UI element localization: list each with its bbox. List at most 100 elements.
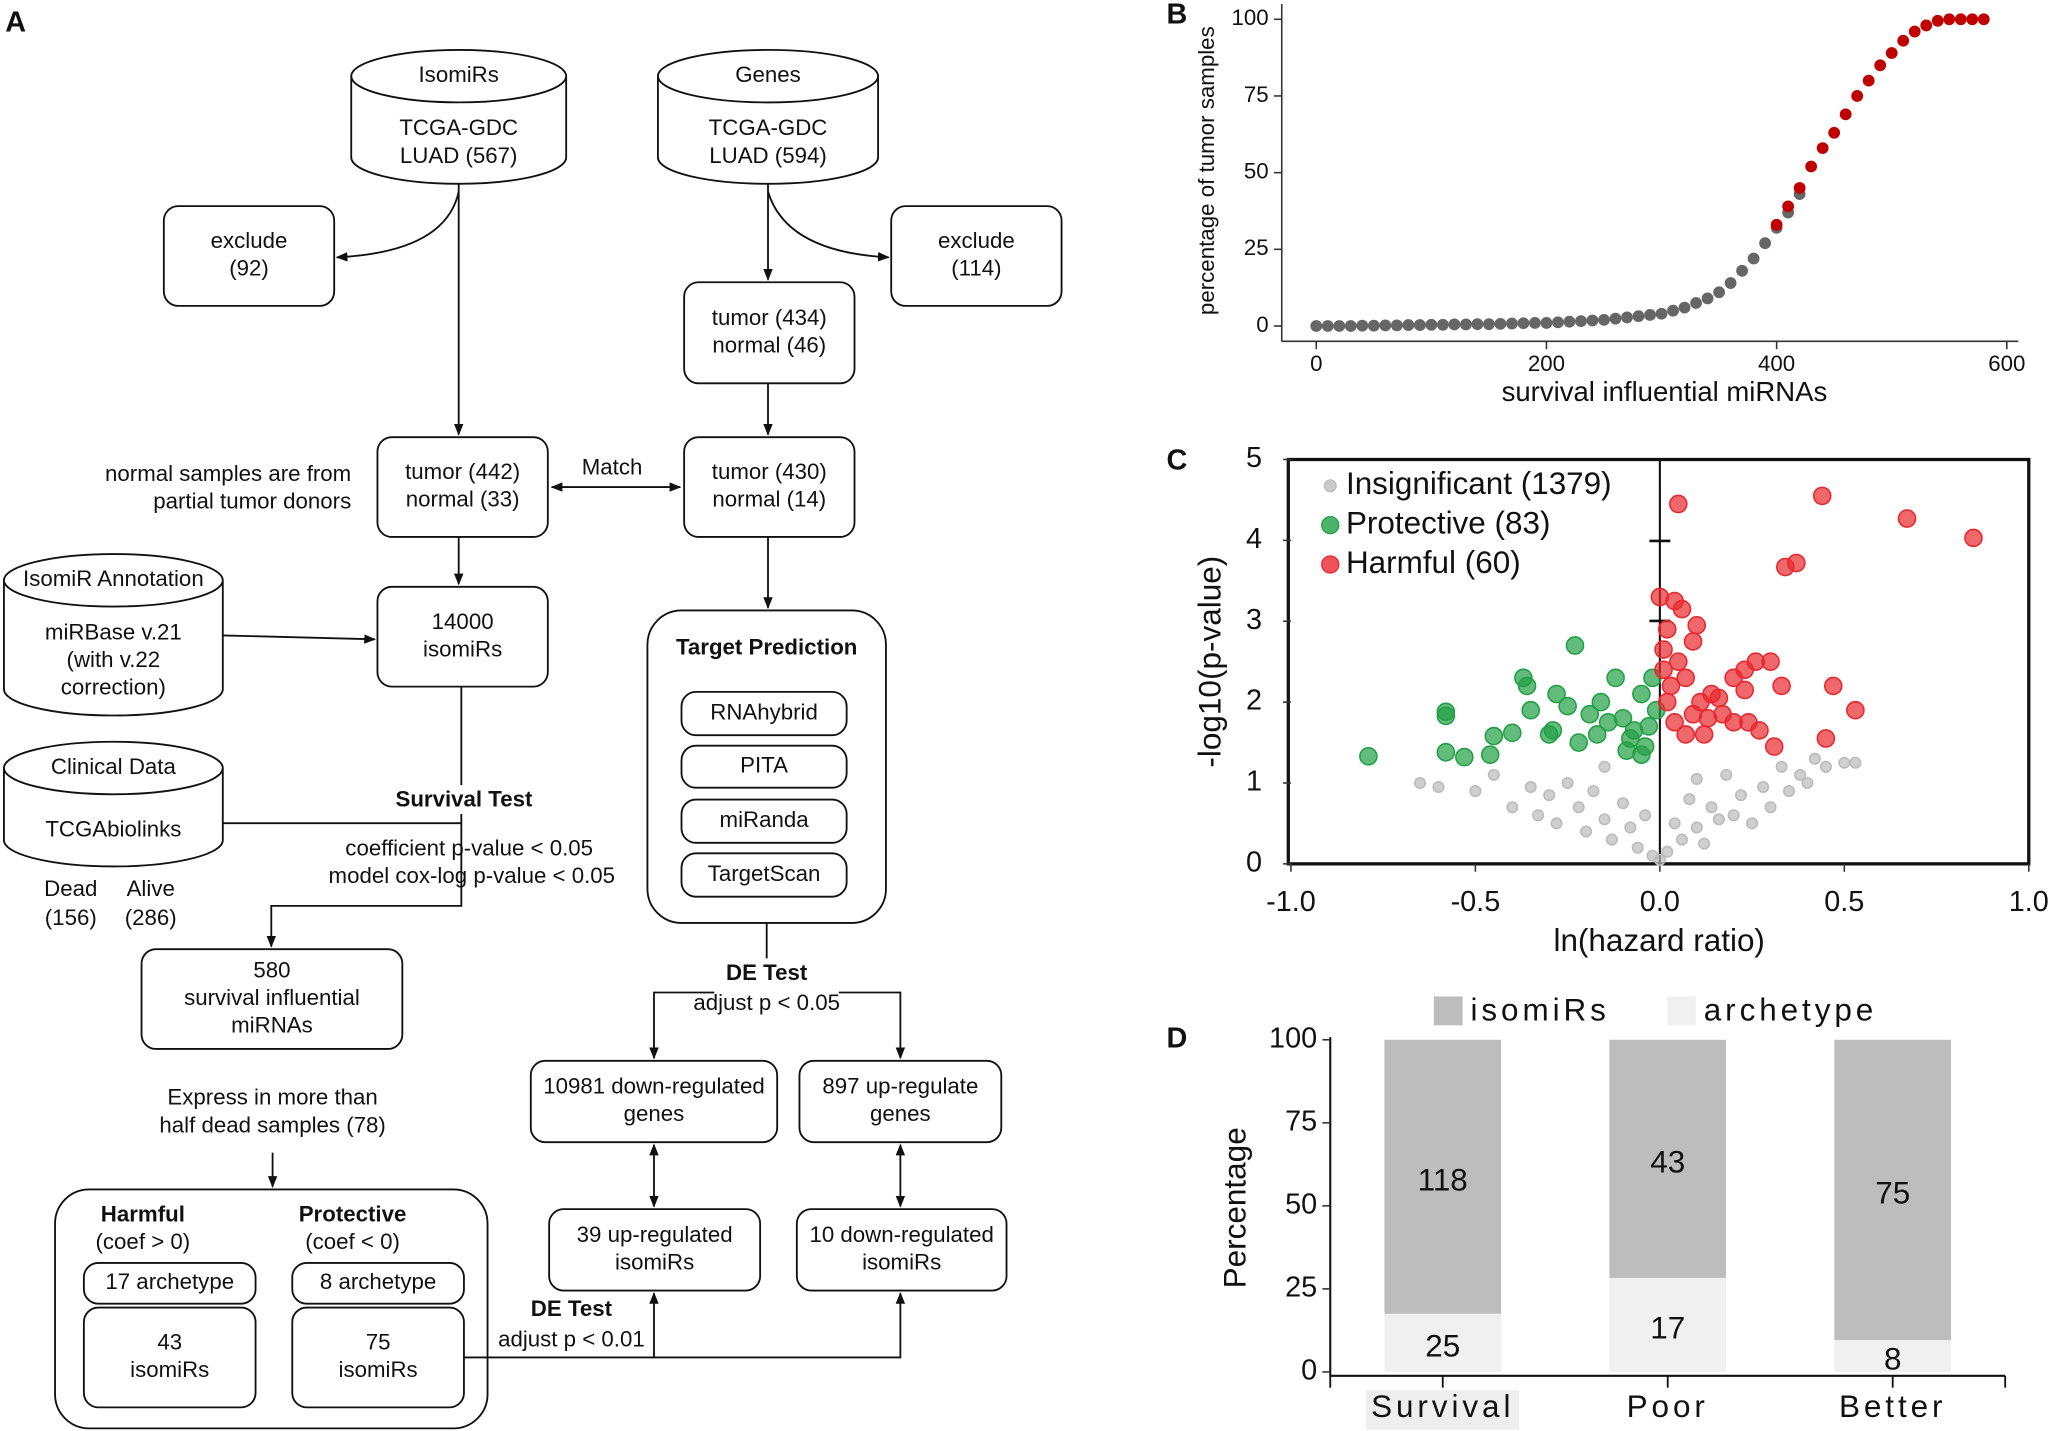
- node-text: normal (14): [712, 487, 826, 512]
- node-box: [680, 690, 848, 737]
- point: [1436, 318, 1449, 331]
- point: [1631, 841, 1644, 854]
- category-highlight: [1366, 1390, 1520, 1430]
- y-tick-label: 4: [1246, 523, 1262, 555]
- point: [1587, 785, 1600, 798]
- point: [1321, 320, 1334, 332]
- point: [1561, 776, 1574, 790]
- point: [1529, 317, 1541, 329]
- point: [1770, 218, 1783, 231]
- point: [1425, 318, 1438, 331]
- flow-label: partial tumor donors: [153, 489, 351, 514]
- flow-label: Express in more than: [167, 1085, 377, 1110]
- point: [1908, 25, 1921, 38]
- y-axis-label: Percentage: [1218, 1127, 1253, 1288]
- node-box: [82, 1262, 257, 1305]
- point: [1964, 528, 1983, 548]
- point: [1547, 684, 1566, 704]
- point: [1532, 809, 1545, 822]
- point: [1506, 317, 1518, 330]
- bar-count-label: 25: [1425, 1328, 1460, 1363]
- node-text: (114): [951, 256, 1001, 281]
- point: [1705, 801, 1718, 814]
- point: [1558, 696, 1577, 716]
- flow-label: (286): [125, 905, 177, 930]
- point: [1471, 318, 1484, 331]
- bar-count-label: 75: [1875, 1175, 1910, 1210]
- y-axis-label: percentage of tumor samples: [1194, 26, 1219, 315]
- x-tick-label: 0.0: [1640, 886, 1680, 918]
- point: [1598, 760, 1611, 773]
- bar-segment: [1384, 1039, 1502, 1314]
- bar-segment: [1609, 1277, 1727, 1372]
- legend-swatch: [1667, 996, 1696, 1026]
- database: [3, 740, 224, 868]
- point: [1701, 292, 1714, 305]
- y-tick-label: 50: [1285, 1188, 1317, 1220]
- database-title: Genes: [735, 62, 801, 87]
- node-box: [683, 436, 856, 538]
- point: [1676, 668, 1695, 688]
- node-text: genes: [870, 1101, 931, 1126]
- point: [1849, 756, 1862, 769]
- node-text: normal (46): [712, 332, 826, 357]
- legend-label: Harmful (60): [1346, 545, 1521, 580]
- y-tick-label: 0: [1256, 312, 1268, 337]
- node-text: isomiRs: [615, 1249, 694, 1274]
- bar-segment: [1609, 1039, 1727, 1278]
- point: [1816, 729, 1836, 748]
- database-text: (with v.22: [67, 647, 161, 672]
- y-tick-label: 0: [1246, 846, 1262, 878]
- point: [1805, 160, 1818, 173]
- node-box: [291, 1262, 465, 1305]
- point: [1487, 768, 1500, 781]
- point: [1661, 845, 1674, 858]
- point: [1521, 700, 1541, 720]
- point: [1379, 319, 1392, 332]
- node-text: 43: [157, 1330, 182, 1355]
- y-tick-label: 50: [1244, 159, 1269, 184]
- point: [1690, 821, 1703, 834]
- node-text: isomiRs: [339, 1357, 418, 1382]
- point: [1761, 652, 1780, 671]
- point: [1675, 833, 1689, 846]
- point: [1683, 793, 1696, 806]
- y-tick-label: 75: [1285, 1105, 1317, 1137]
- node-box: [376, 436, 549, 538]
- point: [1654, 640, 1673, 659]
- legend-label: Insignificant (1379): [1346, 466, 1612, 501]
- point: [1540, 317, 1553, 329]
- point: [1690, 297, 1702, 309]
- point: [1724, 277, 1737, 289]
- point: [1639, 717, 1659, 736]
- node-text: 8 archetype: [320, 1269, 436, 1294]
- point: [1569, 733, 1588, 752]
- point: [1698, 837, 1711, 850]
- point: [1598, 313, 1610, 326]
- point: [1587, 725, 1607, 744]
- database: [350, 48, 568, 185]
- point: [1782, 785, 1796, 798]
- node-text: exclude: [211, 228, 288, 253]
- x-tick-label: 1.0: [2009, 886, 2049, 918]
- x-tick-label: 0.5: [1824, 886, 1864, 918]
- point: [1819, 760, 1832, 773]
- node-text: 897 up-regulate: [822, 1074, 978, 1099]
- point: [1402, 319, 1415, 331]
- point: [1605, 833, 1618, 846]
- bar-count-label: 118: [1418, 1162, 1468, 1197]
- node-text: isomiRs: [862, 1249, 941, 1274]
- x-tick-label: 600: [1988, 351, 2025, 376]
- y-tick-label: 75: [1244, 82, 1269, 107]
- x-tick-label: Better: [1839, 1389, 1946, 1424]
- legend-marker: [1321, 555, 1340, 574]
- x-tick-label: Survival: [1371, 1389, 1514, 1424]
- point: [1676, 725, 1695, 744]
- bar-segment: [1384, 1313, 1502, 1372]
- point: [1606, 668, 1625, 688]
- point: [1812, 486, 1832, 506]
- point: [1839, 108, 1852, 121]
- point: [1668, 494, 1688, 514]
- panel-label: A: [5, 6, 26, 38]
- point: [1657, 620, 1677, 639]
